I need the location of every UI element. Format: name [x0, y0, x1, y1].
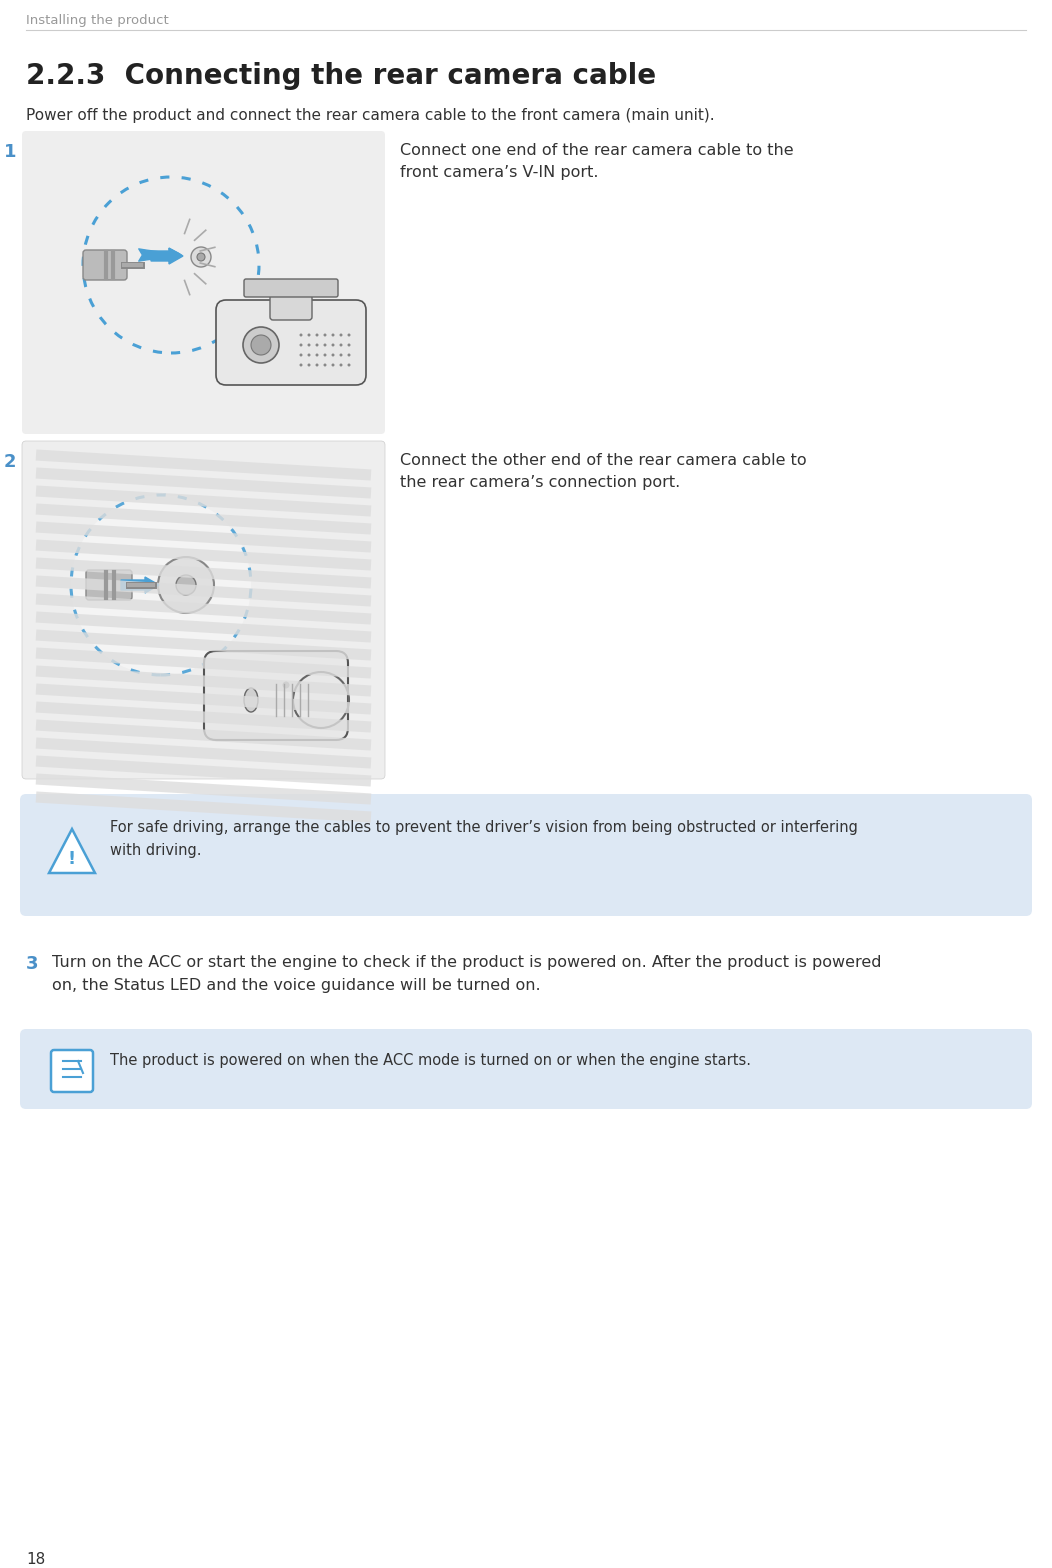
Circle shape — [347, 353, 350, 356]
Circle shape — [197, 252, 205, 260]
Circle shape — [331, 353, 335, 356]
Text: The product is powered on when the ACC mode is turned on or when the engine star: The product is powered on when the ACC m… — [110, 1054, 751, 1068]
FancyBboxPatch shape — [22, 132, 385, 434]
FancyBboxPatch shape — [22, 441, 385, 779]
Circle shape — [70, 495, 251, 674]
Circle shape — [340, 353, 343, 356]
Circle shape — [191, 248, 211, 267]
Circle shape — [340, 343, 343, 347]
FancyBboxPatch shape — [244, 279, 338, 296]
Circle shape — [324, 353, 326, 356]
Text: Connect one end of the rear camera cable to the
front camera’s V-IN port.: Connect one end of the rear camera cable… — [400, 143, 793, 180]
Circle shape — [307, 334, 310, 337]
Circle shape — [324, 334, 326, 337]
Circle shape — [347, 334, 350, 337]
Text: 2.2.3  Connecting the rear camera cable: 2.2.3 Connecting the rear camera cable — [26, 63, 656, 89]
Circle shape — [307, 343, 310, 347]
Text: Connect the other end of the rear camera cable to
the rear camera’s connection p: Connect the other end of the rear camera… — [400, 453, 807, 491]
FancyBboxPatch shape — [86, 571, 132, 601]
Circle shape — [347, 343, 350, 347]
Text: 18: 18 — [26, 1552, 45, 1566]
Text: Installing the product: Installing the product — [26, 14, 168, 27]
FancyBboxPatch shape — [20, 793, 1032, 916]
Circle shape — [340, 364, 343, 367]
Polygon shape — [49, 829, 95, 873]
FancyBboxPatch shape — [216, 299, 366, 386]
Circle shape — [251, 336, 271, 354]
Circle shape — [324, 343, 326, 347]
Circle shape — [340, 334, 343, 337]
FancyArrow shape — [121, 577, 159, 593]
Circle shape — [307, 353, 310, 356]
Text: 1: 1 — [3, 143, 16, 162]
Text: Turn on the ACC or start the engine to check if the product is powered on. After: Turn on the ACC or start the engine to c… — [52, 955, 882, 993]
Circle shape — [316, 334, 319, 337]
Circle shape — [300, 334, 303, 337]
Circle shape — [331, 364, 335, 367]
Text: Power off the product and connect the rear camera cable to the front camera (mai: Power off the product and connect the re… — [26, 108, 714, 122]
Circle shape — [300, 364, 303, 367]
Text: For safe driving, arrange the cables to prevent the driver’s vision from being o: For safe driving, arrange the cables to … — [110, 820, 857, 858]
Circle shape — [300, 343, 303, 347]
Circle shape — [316, 353, 319, 356]
Circle shape — [176, 575, 196, 594]
Circle shape — [300, 353, 303, 356]
FancyBboxPatch shape — [270, 285, 312, 320]
Circle shape — [331, 343, 335, 347]
FancyBboxPatch shape — [204, 651, 348, 740]
FancyBboxPatch shape — [20, 1029, 1032, 1109]
Circle shape — [316, 343, 319, 347]
Text: !: ! — [68, 850, 76, 869]
Circle shape — [307, 364, 310, 367]
Circle shape — [283, 682, 289, 688]
Circle shape — [158, 557, 214, 613]
Text: 2: 2 — [3, 453, 16, 470]
Circle shape — [347, 364, 350, 367]
FancyBboxPatch shape — [50, 1051, 93, 1091]
Circle shape — [331, 334, 335, 337]
Circle shape — [316, 364, 319, 367]
FancyArrow shape — [151, 248, 183, 263]
Ellipse shape — [244, 688, 258, 712]
Circle shape — [243, 328, 279, 364]
Circle shape — [324, 364, 326, 367]
Text: 3: 3 — [26, 955, 39, 974]
FancyBboxPatch shape — [83, 249, 127, 281]
